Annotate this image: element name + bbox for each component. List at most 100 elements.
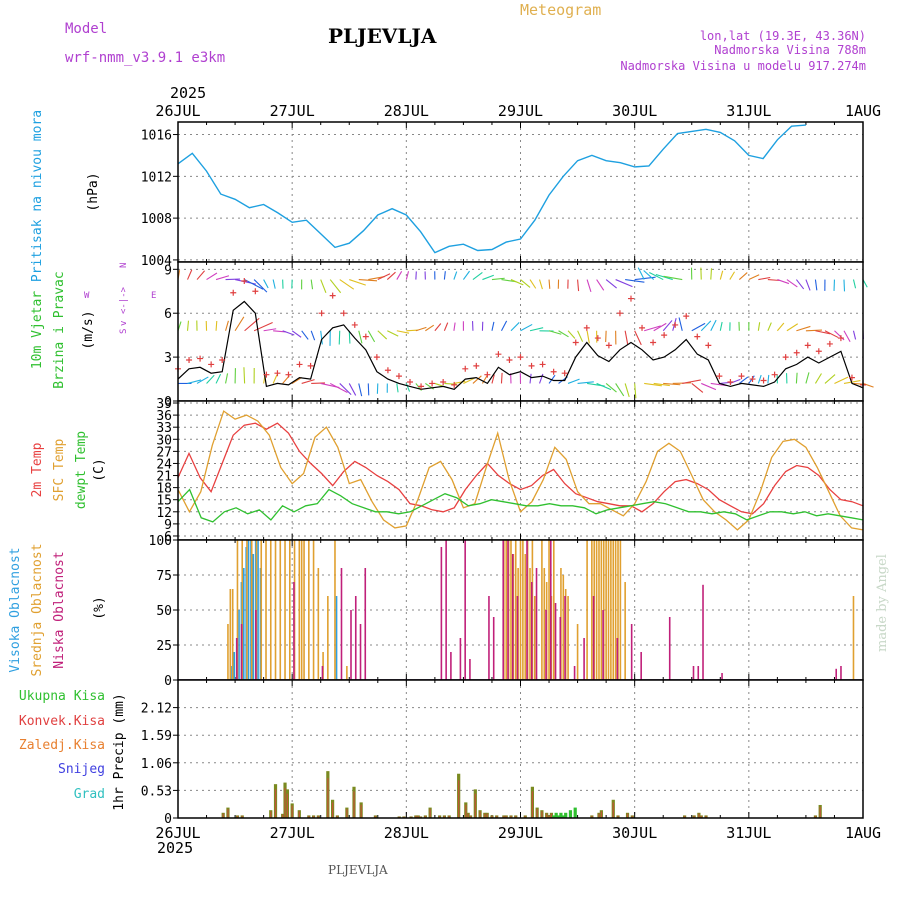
conv-precip-bar [693, 815, 695, 818]
wind-arrow [663, 275, 683, 281]
x-axis-top-labels: 26JUL 27JUL 28JUL 29JUL 30JUL 31JUL 1AUG [155, 102, 881, 120]
cloud-title-mid: Srednja Oblacnost [30, 543, 45, 676]
wind-arrow [757, 374, 762, 384]
wind-arrow [719, 270, 724, 280]
wind-arrow [729, 271, 736, 280]
wind-arrow [529, 373, 532, 384]
precip-panel: 0 0.53 1.06 1.59 2.12 [141, 679, 864, 827]
dewpoint-line [177, 488, 864, 523]
conv-precip-bar [467, 813, 469, 818]
wind-arrow [377, 330, 388, 340]
conv-precip-bar [626, 813, 629, 818]
wind-title: 10m Vjetar Brzina i Pravac [30, 271, 67, 388]
wind-arrow [405, 271, 410, 280]
wind-arrow [500, 320, 508, 332]
y-tick-label: 50 [156, 604, 172, 619]
wind-arrow [282, 330, 295, 336]
legend-sym: <-|-> [119, 286, 129, 314]
wind-arrow [796, 325, 811, 332]
wind-arrow [291, 376, 303, 384]
wind-arrow [320, 279, 327, 293]
x-tick-label-bottom: 31JUL [726, 824, 771, 842]
y-tick-label: 15 [156, 494, 172, 509]
wind-arrow [348, 383, 357, 396]
y-tick-label: 0 [164, 395, 172, 410]
wind-arrow [757, 322, 761, 331]
wind-arrow [710, 268, 713, 280]
y-tick-label: 2.12 [141, 702, 172, 717]
conv-precip-bar [684, 815, 686, 818]
wind-arrow [567, 378, 580, 384]
wind-arrow [510, 322, 520, 332]
temp-2m-line [177, 422, 864, 515]
wind-arrow [625, 279, 645, 283]
gust-marker [705, 342, 712, 349]
conv-precip-bar [700, 815, 702, 818]
y-tick-label: 18 [156, 482, 172, 497]
wind-arrow [596, 382, 612, 391]
wind-arrow [339, 383, 352, 395]
gust-marker [760, 377, 767, 384]
x-tick-label-bottom: 27JUL [270, 824, 315, 842]
footer-station: PLJEVLJA [328, 863, 388, 877]
wind-arrow [653, 322, 667, 332]
gust-marker [616, 310, 623, 317]
conv-precip-bar [600, 811, 602, 818]
wind-arrow [225, 320, 229, 331]
wind-arrow [187, 379, 202, 384]
gust-marker [208, 361, 215, 368]
x-tick-label-bottom: 1AUG [845, 824, 881, 842]
wind-arrow [701, 382, 717, 391]
conv-precip-bar [274, 789, 277, 818]
y-tick-label: 0 [164, 812, 172, 827]
gust-marker [429, 380, 436, 387]
gust-marker [285, 371, 292, 378]
conv-precip-bar [491, 815, 493, 818]
gust-marker [473, 362, 480, 369]
gust-marker [197, 355, 204, 362]
conv-precip-bar [550, 813, 553, 818]
conv-precip-bar [536, 809, 538, 818]
wind-arrow [634, 383, 637, 399]
gust-marker [594, 335, 601, 342]
wind-arrow [386, 271, 396, 280]
pressure-panel: 1004 1008 1012 1016 [141, 121, 864, 269]
wind-panel: 0 3 6 9 [164, 261, 874, 410]
y-tick-label: 1008 [141, 212, 172, 227]
temp-title-2m: 2m Temp [30, 442, 45, 497]
wind-arrow [624, 330, 629, 345]
panel-bg [178, 680, 863, 818]
wind-arrow [491, 277, 505, 281]
wind-arrow [349, 279, 366, 286]
conv-precip-bar [448, 815, 450, 818]
wind-arrow [463, 377, 475, 384]
y-tick-label: 21 [156, 470, 172, 485]
gust-marker [351, 321, 358, 328]
conv-precip-bar [227, 809, 229, 818]
gust-marker [539, 361, 546, 368]
conv-precip-bar [353, 791, 355, 818]
wind-arrow [310, 330, 316, 341]
wind-arrow [234, 316, 245, 332]
gust-marker [484, 371, 491, 378]
wind-arrow [852, 330, 857, 340]
wind-arrow [662, 320, 673, 332]
gust-marker [572, 339, 579, 346]
legend-zaledj: Zaledj.Kisa [19, 738, 105, 753]
wind-arrow [567, 330, 576, 339]
wind-arrow [577, 279, 580, 292]
precip-bar [552, 815, 556, 818]
gust-marker [252, 288, 259, 295]
gust-marker [263, 371, 270, 378]
legend-ukupna: Ukupna Kisa [19, 689, 105, 704]
wind-arrow [206, 374, 215, 384]
wind-arrow [310, 279, 314, 290]
x-tick-label-bottom: 29JUL [498, 824, 543, 842]
gust-marker [418, 383, 425, 390]
y-tick-label: 6 [164, 307, 172, 322]
y-tick-label: 75 [156, 569, 172, 584]
gust-marker [771, 371, 778, 378]
conv-precip-bar [327, 778, 329, 818]
wind-arrow [843, 279, 846, 292]
y-tick-label: 12 [156, 506, 172, 521]
